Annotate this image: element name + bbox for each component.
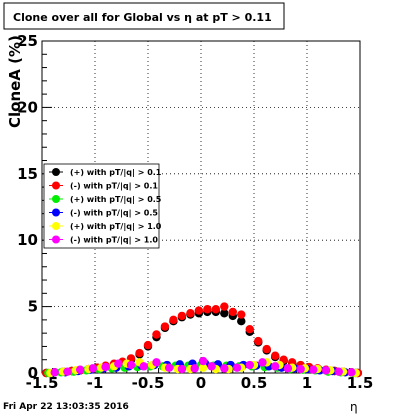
- data-point: [88, 364, 98, 373]
- legend-marker: [52, 181, 60, 190]
- data-point: [190, 364, 199, 373]
- y-tick-label: 25: [17, 32, 38, 50]
- data-point: [271, 351, 280, 360]
- data-point: [198, 363, 208, 372]
- data-point: [126, 360, 136, 370]
- data-point: [258, 358, 267, 367]
- data-point: [177, 364, 187, 374]
- legend-marker: [52, 208, 60, 217]
- data-point: [283, 364, 293, 373]
- footer-timestamp: Fri Apr 22 13:03:35 2016: [3, 402, 129, 412]
- data-point: [228, 307, 237, 317]
- legend-entry-label: (+) with pT/|q| > 0.5: [70, 195, 162, 204]
- data-point: [135, 348, 144, 358]
- data-point: [211, 305, 221, 314]
- legend-marker: [52, 222, 60, 230]
- chart-title: Clone over all for Global vs η at pT > 0…: [13, 11, 272, 24]
- data-point: [334, 367, 343, 376]
- legend: (+) with pT/|q| > 0.1 (-) with pT/|q| > 0…: [43, 163, 162, 249]
- legend-marker: [52, 168, 60, 176]
- legend-entry-label: (+) with pT/|q| > 0.1: [70, 168, 162, 177]
- x-tick-label: 0.5: [241, 374, 268, 392]
- legend-box: [43, 163, 160, 249]
- data-point: [207, 362, 216, 371]
- data-point: [296, 364, 305, 374]
- data-point: [203, 305, 212, 314]
- data-point: [177, 311, 187, 321]
- data-point: [220, 364, 229, 373]
- x-tick-label: -1.5: [26, 374, 59, 392]
- data-point: [309, 365, 318, 374]
- tick-labels: -1.5 -1 -0.5 0 0.5 1 1.5 0 5 10 15 20 25: [17, 32, 373, 392]
- y-tick-label: 5: [28, 298, 38, 316]
- data-point: [220, 309, 229, 318]
- x-axis-title: η: [350, 400, 358, 414]
- x-tick-label: 1.5: [347, 374, 374, 392]
- x-tick-label: 1: [302, 374, 312, 392]
- x-tick-label: 0: [196, 374, 206, 392]
- y-tick-label: 10: [17, 231, 38, 249]
- data-point: [50, 368, 59, 377]
- data-point: [186, 309, 195, 318]
- data-point: [143, 340, 153, 350]
- legend-entry-label: (-) with pT/|q| > 0.1: [70, 182, 158, 191]
- title-box: [3, 2, 285, 30]
- legend-entry-label: (-) with pT/|q| > 0.5: [70, 209, 158, 218]
- x-tick-label: -1: [87, 374, 104, 392]
- data-point: [139, 362, 148, 371]
- data-point: [232, 363, 242, 372]
- data-point: [347, 368, 356, 377]
- legend-marker: [52, 235, 60, 244]
- y-tick-label: 20: [17, 98, 38, 116]
- data-point: [114, 359, 123, 368]
- data-point: [152, 330, 161, 339]
- data-point: [198, 356, 208, 366]
- y-tick-label: 0: [28, 364, 38, 382]
- data-point: [160, 322, 170, 331]
- data-point: [271, 362, 280, 371]
- data-point: [245, 324, 254, 334]
- data-point: [63, 367, 72, 376]
- data-point: [254, 336, 263, 346]
- x-tick-label: -0.5: [132, 374, 165, 392]
- data-point: [220, 302, 229, 311]
- data-point: [152, 358, 161, 367]
- data-point: [262, 344, 271, 354]
- data-point: [169, 315, 178, 325]
- y-axis-title: CloneA (%): [6, 35, 24, 128]
- legend-entry-label: (+) with pT/|q| > 1.0: [70, 222, 162, 231]
- data-point: [101, 362, 110, 372]
- legend-marker: [52, 195, 60, 203]
- data-points: [42, 302, 363, 378]
- data-point: [245, 360, 254, 370]
- data-point: [165, 363, 174, 372]
- y-tick-label: 15: [17, 165, 38, 183]
- data-point: [321, 366, 331, 375]
- data-point: [237, 310, 246, 319]
- data-point: [194, 306, 204, 315]
- legend-entry-label: (-) with pT/|q| > 1.0: [70, 236, 158, 245]
- data-point: [75, 365, 85, 374]
- data-point: [237, 317, 246, 326]
